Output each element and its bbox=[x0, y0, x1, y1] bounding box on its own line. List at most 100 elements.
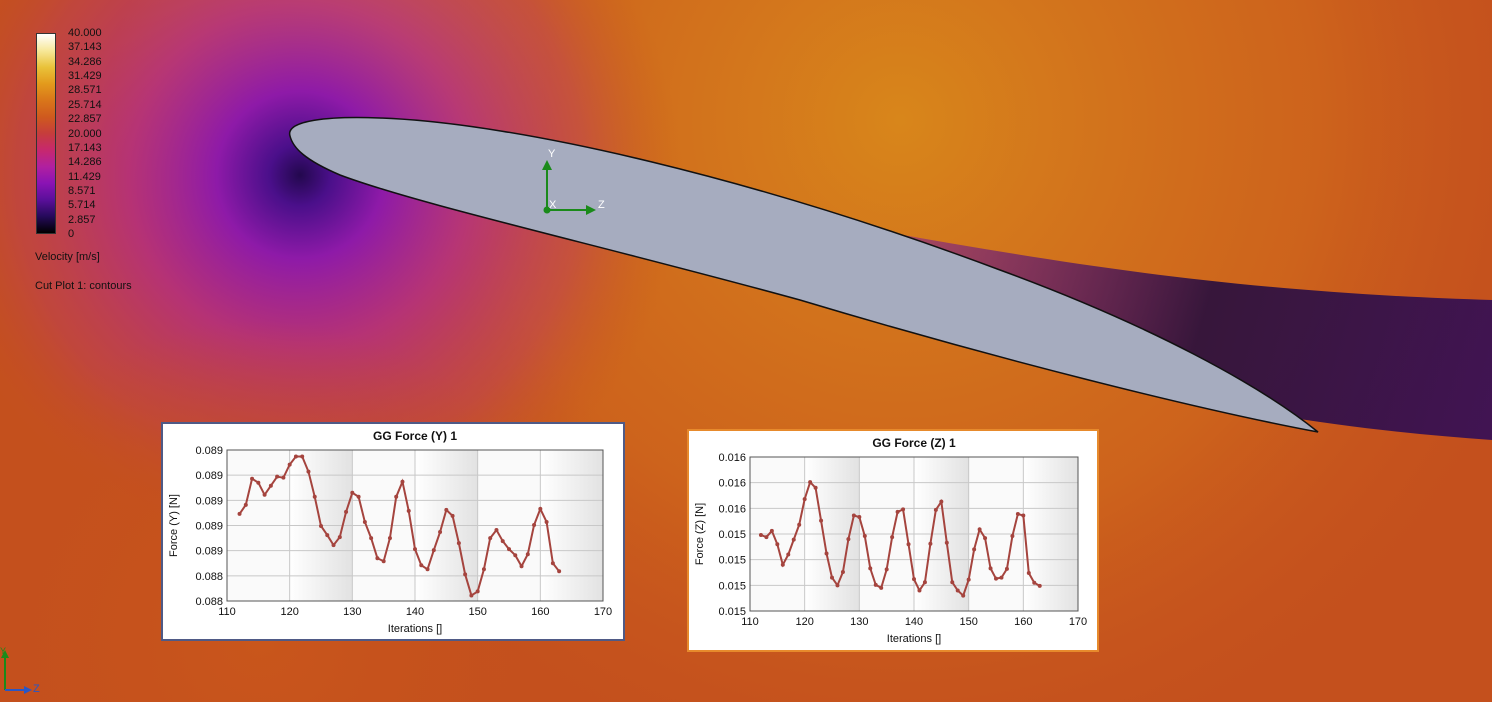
data-point bbox=[961, 593, 966, 598]
data-point bbox=[1015, 511, 1020, 516]
data-point bbox=[262, 492, 267, 497]
data-point bbox=[444, 507, 449, 512]
data-point bbox=[775, 542, 780, 547]
data-point bbox=[319, 524, 323, 529]
legend-color-bar bbox=[36, 33, 56, 234]
y-tick-label: 0.089 bbox=[195, 470, 223, 482]
data-point bbox=[413, 547, 417, 552]
data-point bbox=[331, 543, 336, 548]
data-point bbox=[375, 556, 380, 561]
data-point bbox=[394, 494, 399, 499]
data-point bbox=[797, 522, 802, 527]
data-point bbox=[786, 552, 791, 557]
data-point bbox=[1037, 583, 1042, 588]
data-point bbox=[983, 536, 988, 541]
legend-plot-label: Cut Plot 1: contours bbox=[35, 280, 132, 292]
x-tick-label: 120 bbox=[280, 606, 298, 618]
legend-tick-label: 22.857 bbox=[68, 113, 102, 126]
data-point bbox=[895, 509, 900, 514]
x-tick-label: 150 bbox=[468, 606, 486, 618]
force-y-chart-panel[interactable]: GG Force (Y) 1 110 120 130 140 150 160 170 0.089… bbox=[161, 422, 625, 641]
data-point bbox=[300, 454, 305, 459]
data-point bbox=[999, 575, 1004, 580]
data-point bbox=[1004, 566, 1009, 571]
data-point bbox=[456, 541, 461, 546]
data-point bbox=[256, 480, 261, 485]
plot-frame bbox=[749, 456, 1079, 612]
corner-z-axis-label: Z bbox=[33, 683, 40, 695]
data-point bbox=[933, 507, 938, 512]
data-point bbox=[237, 511, 242, 516]
data-point bbox=[475, 589, 480, 594]
data-point bbox=[481, 567, 486, 572]
x-axis-label: Iterations [] bbox=[887, 633, 941, 645]
y-tick-label: 0.089 bbox=[195, 546, 223, 558]
series-line bbox=[760, 480, 1041, 598]
data-point bbox=[344, 509, 349, 514]
series-line bbox=[238, 455, 560, 598]
data-point bbox=[988, 566, 993, 571]
y-tick-label: 0.089 bbox=[195, 521, 223, 533]
data-point bbox=[955, 588, 960, 593]
legend-tick-label: 0 bbox=[68, 228, 75, 240]
legend-tick-label: 37.143 bbox=[68, 41, 102, 54]
data-point bbox=[532, 522, 537, 527]
data-point bbox=[463, 572, 468, 577]
force-y-chart: GG Force (Y) 1 110 120 130 140 150 160 170 0.089… bbox=[168, 429, 612, 635]
x-tick-label: 140 bbox=[905, 616, 923, 628]
data-point bbox=[922, 580, 927, 585]
data-point bbox=[525, 552, 530, 557]
data-point bbox=[884, 567, 889, 572]
data-point bbox=[306, 469, 311, 474]
data-point bbox=[293, 454, 298, 459]
data-point bbox=[830, 575, 834, 580]
y-axis-label: Force (Z) [N] bbox=[694, 503, 706, 565]
x-tick-label: 160 bbox=[531, 606, 549, 618]
data-point bbox=[769, 528, 774, 533]
data-point bbox=[281, 475, 286, 480]
data-point bbox=[862, 534, 867, 539]
data-point bbox=[425, 567, 430, 572]
data-point bbox=[438, 530, 443, 535]
y-tick-label: 0.015 bbox=[718, 606, 746, 618]
view-z-axis-label: Z bbox=[598, 199, 605, 211]
data-point bbox=[890, 535, 895, 540]
data-point bbox=[513, 553, 518, 558]
data-point bbox=[431, 548, 436, 553]
x-tick-label: 170 bbox=[594, 606, 612, 618]
data-point bbox=[337, 535, 342, 540]
data-point bbox=[977, 527, 982, 532]
legend-tick-label: 28.571 bbox=[68, 84, 102, 97]
legend-tick-label: 20.000 bbox=[68, 127, 102, 140]
x-tick-label: 150 bbox=[959, 616, 977, 628]
legend-tick-label: 17.143 bbox=[68, 141, 102, 154]
y-tick-label: 0.016 bbox=[718, 452, 746, 464]
data-point bbox=[764, 535, 769, 540]
x-tick-label: 160 bbox=[1014, 616, 1032, 628]
data-point bbox=[966, 577, 971, 582]
data-point bbox=[972, 547, 977, 552]
y-tick-label: 0.016 bbox=[718, 478, 746, 490]
data-point bbox=[381, 559, 386, 564]
data-point bbox=[369, 536, 374, 541]
data-point bbox=[250, 476, 255, 481]
legend-tick-label: 8.571 bbox=[68, 184, 96, 197]
data-point bbox=[917, 588, 922, 593]
data-point bbox=[846, 537, 851, 542]
data-point bbox=[507, 547, 511, 552]
data-point bbox=[994, 576, 998, 581]
data-point bbox=[544, 519, 549, 524]
force-z-chart-panel[interactable]: GG Force (Z) 1 110 120 130 140 150 160 170 0.016… bbox=[687, 429, 1099, 652]
data-point bbox=[950, 580, 955, 585]
data-point bbox=[494, 528, 499, 533]
corner-axis-triad bbox=[1, 650, 32, 694]
view-axis-triad bbox=[542, 160, 596, 215]
y-tick-label: 0.089 bbox=[195, 445, 223, 457]
data-point bbox=[857, 515, 862, 520]
data-point bbox=[362, 519, 367, 524]
data-point bbox=[312, 494, 317, 499]
data-point bbox=[287, 462, 292, 467]
y-tick-label: 0.088 bbox=[195, 571, 223, 583]
chart-title: GG Force (Y) 1 bbox=[373, 429, 457, 443]
